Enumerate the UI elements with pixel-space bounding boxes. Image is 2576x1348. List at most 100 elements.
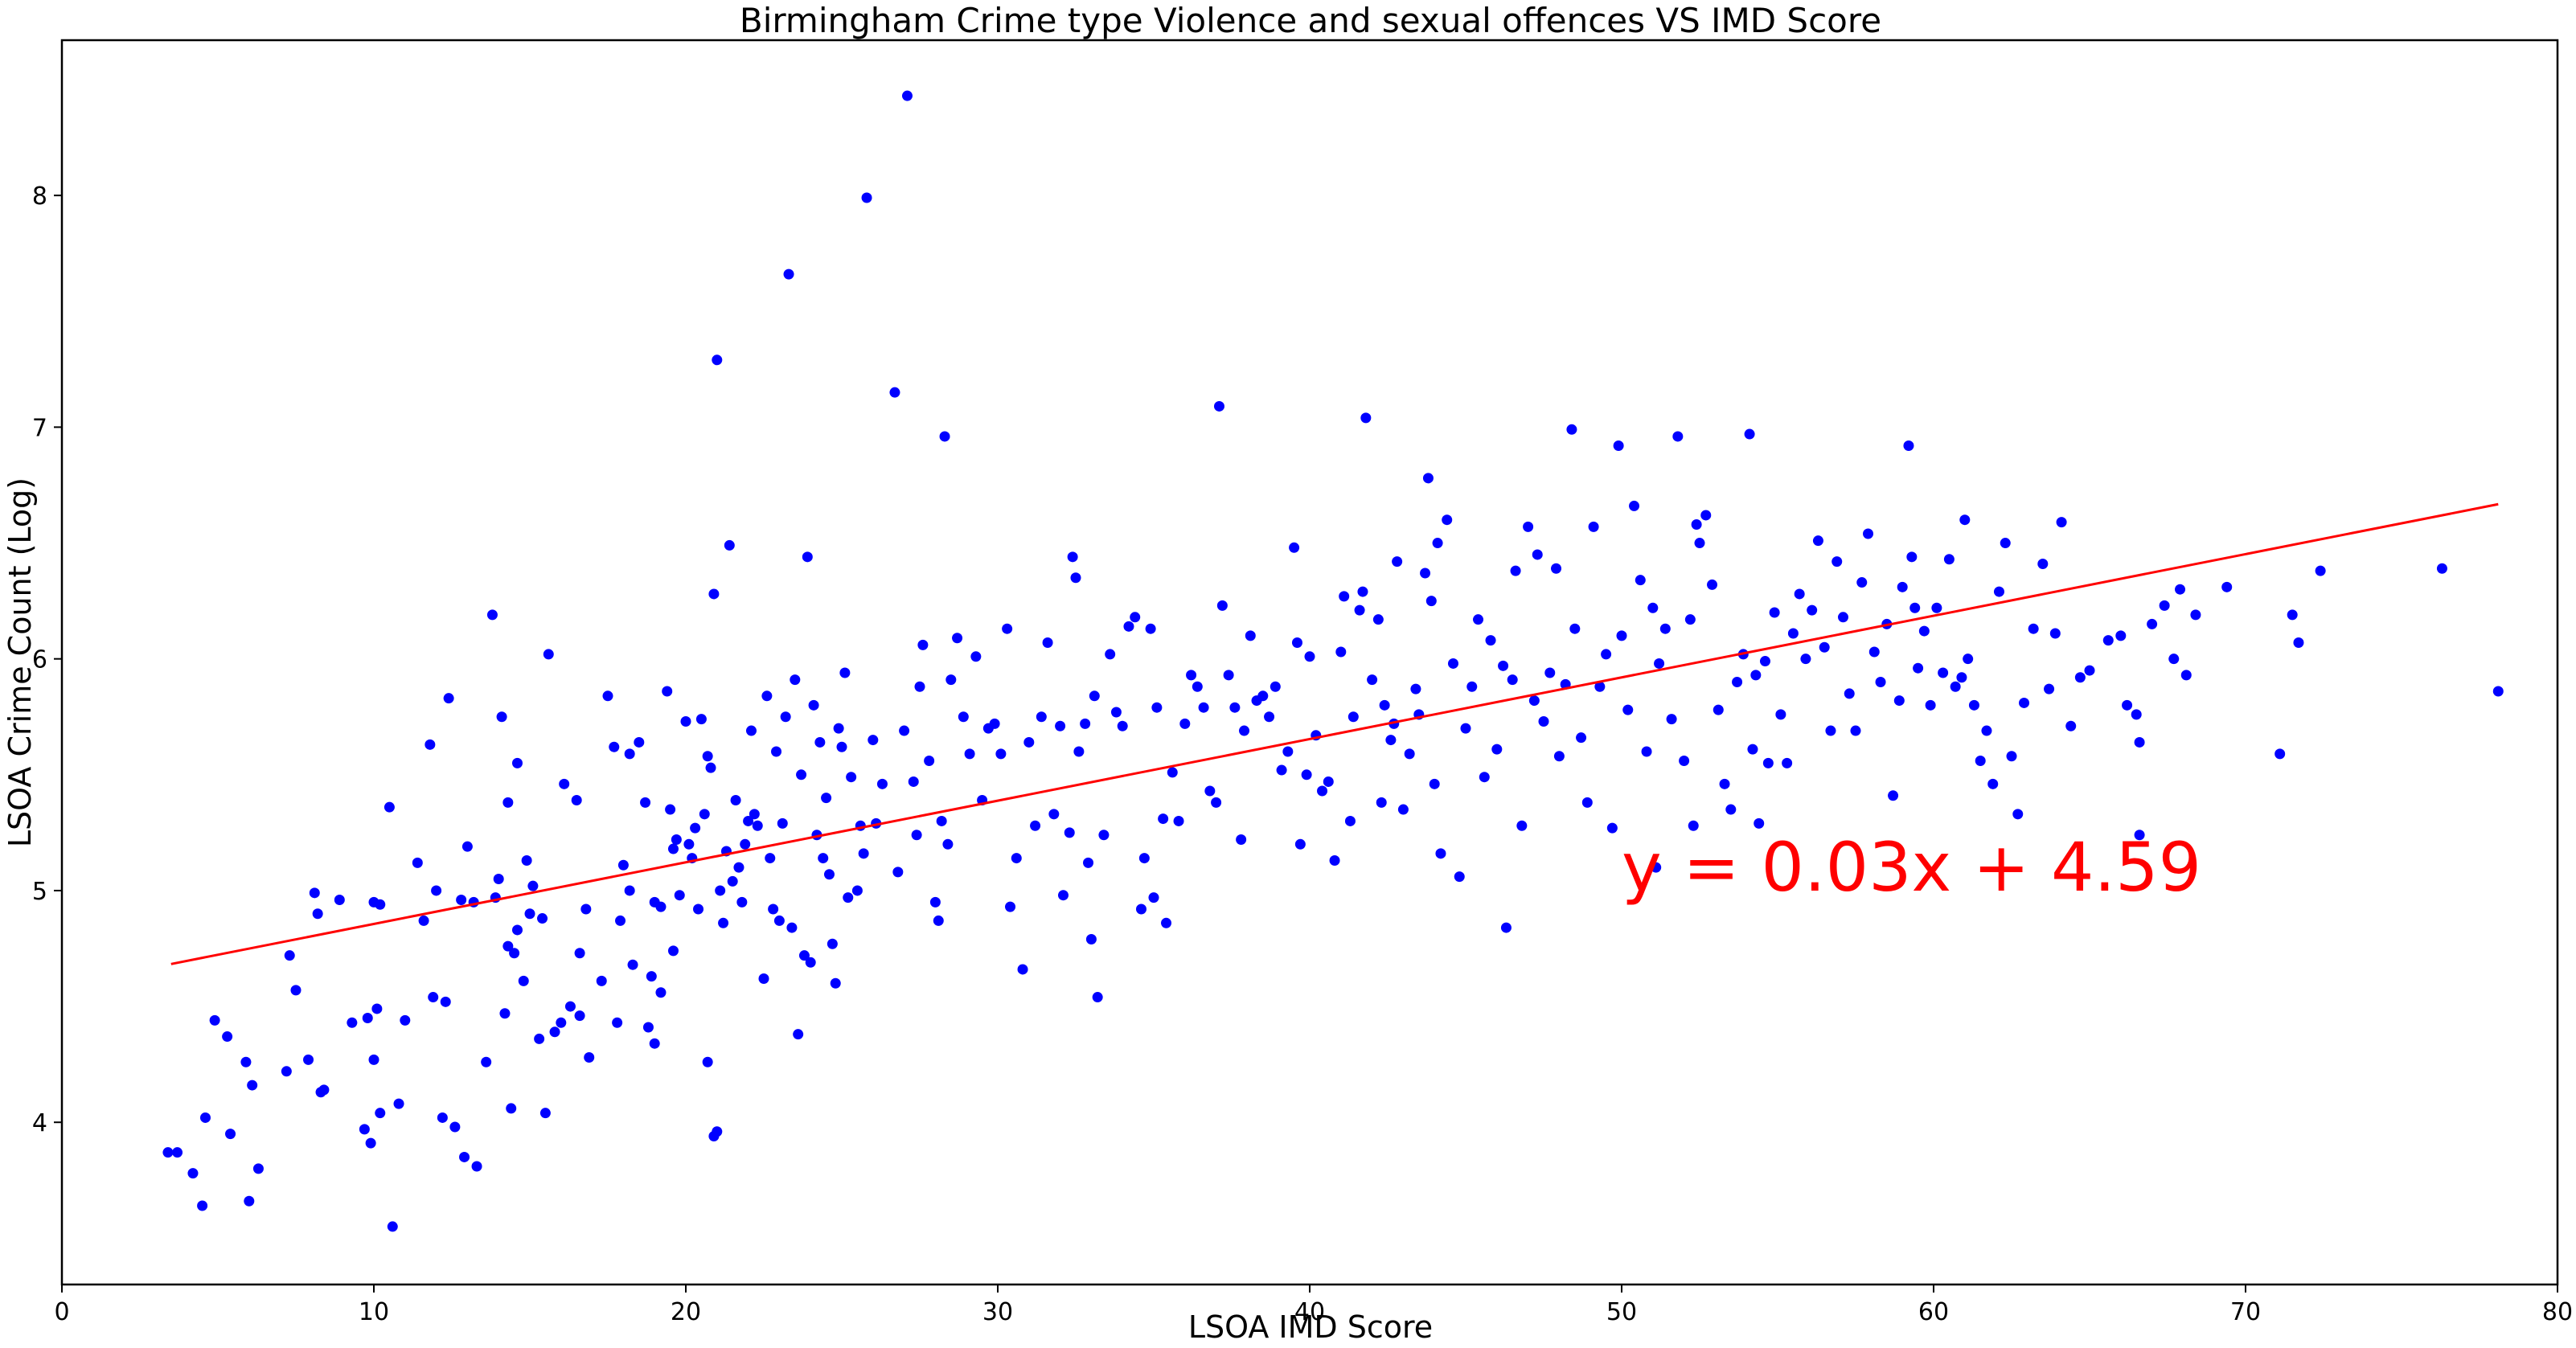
data-point [365, 1137, 376, 1149]
data-point [1507, 674, 1518, 686]
data-point [2315, 565, 2326, 576]
x-tick-label: 80 [2542, 1298, 2573, 1326]
data-point [695, 714, 707, 725]
data-point [702, 751, 713, 762]
data-point [162, 1147, 174, 1158]
data-point [1161, 917, 1172, 928]
data-point [524, 908, 535, 920]
data-point [1055, 720, 1066, 731]
data-point [1672, 431, 1684, 442]
data-point [1070, 572, 1081, 584]
tick-layer: 0 10 20 30 40 50 60 70 80 4 5 6 7 8 [32, 182, 2573, 1326]
data-point [1211, 797, 1222, 808]
regression-line [170, 502, 2499, 965]
data-point [1460, 723, 1471, 734]
data-point [580, 903, 592, 915]
data-point [989, 718, 1000, 729]
data-point [1148, 892, 1159, 903]
data-point [1117, 720, 1128, 731]
data-point [1173, 815, 1184, 826]
data-point [1968, 699, 1979, 711]
y-tick-label: 7 [32, 414, 47, 442]
data-point [1981, 725, 1992, 736]
data-point [1601, 649, 1612, 660]
data-point [1282, 746, 1294, 757]
regression-equation: y = 0.03x + 4.59 [1622, 828, 2201, 907]
data-point [509, 948, 520, 959]
data-point [1289, 542, 1300, 553]
data-point [1659, 623, 1671, 634]
y-tick-label: 8 [32, 182, 47, 211]
data-point [534, 1033, 545, 1044]
data-point [908, 776, 919, 787]
data-point [1906, 551, 1918, 563]
data-point [617, 859, 629, 871]
data-point [1130, 612, 1141, 623]
data-point [1404, 748, 1415, 760]
data-point [400, 1014, 411, 1026]
x-tick-label: 50 [1606, 1298, 1637, 1326]
data-point [1123, 621, 1134, 632]
data-point [1812, 535, 1823, 547]
data-point [649, 1038, 660, 1049]
data-point [281, 1066, 292, 1077]
data-point [1479, 772, 1490, 783]
data-point [674, 890, 685, 901]
data-point [708, 588, 720, 600]
data-point [2122, 699, 2133, 711]
data-point [1005, 901, 1016, 912]
data-point [2012, 809, 2024, 820]
data-point [1700, 510, 1712, 521]
data-point [456, 894, 467, 905]
data-point [1510, 565, 1521, 576]
data-point [889, 387, 900, 398]
data-point [1257, 690, 1269, 702]
data-point [758, 973, 769, 984]
data-point [437, 1112, 448, 1123]
data-point [412, 857, 423, 868]
data-point [1931, 602, 1942, 613]
data-point [808, 699, 819, 711]
data-point [1304, 651, 1315, 662]
data-point [222, 1031, 233, 1043]
data-point [1425, 596, 1437, 607]
data-point [1925, 699, 1936, 711]
y-tick-label: 5 [32, 878, 47, 906]
data-point [1588, 521, 1599, 532]
data-point [1339, 591, 1350, 602]
data-point [209, 1014, 220, 1026]
data-point [543, 649, 554, 660]
data-point [1498, 660, 1509, 671]
data-point [2287, 609, 2298, 621]
data-point [718, 917, 729, 928]
data-point [502, 940, 514, 952]
data-point [680, 716, 691, 727]
data-point [899, 725, 910, 736]
data-point [1616, 630, 1627, 641]
data-point [2049, 628, 2061, 639]
data-point [1323, 776, 1334, 787]
data-point [318, 1084, 330, 1096]
data-point [777, 817, 788, 829]
data-point [359, 1124, 370, 1135]
data-point [1213, 400, 1224, 412]
data-point [671, 834, 682, 846]
data-point [499, 1008, 511, 1019]
data-point [846, 772, 857, 783]
data-point [1138, 853, 1150, 864]
data-point [1329, 854, 1340, 866]
data-point [749, 809, 760, 820]
data-point [743, 815, 754, 826]
data-point [1011, 853, 1022, 864]
data-point [172, 1147, 183, 1158]
data-point [1105, 649, 1116, 660]
data-point [362, 1012, 373, 1023]
data-point [1635, 575, 1646, 586]
data-point [705, 762, 716, 773]
data-point [942, 838, 954, 850]
data-point [1376, 797, 1387, 808]
data-point [818, 853, 829, 864]
data-point [2492, 686, 2504, 697]
data-point [1713, 704, 1724, 715]
